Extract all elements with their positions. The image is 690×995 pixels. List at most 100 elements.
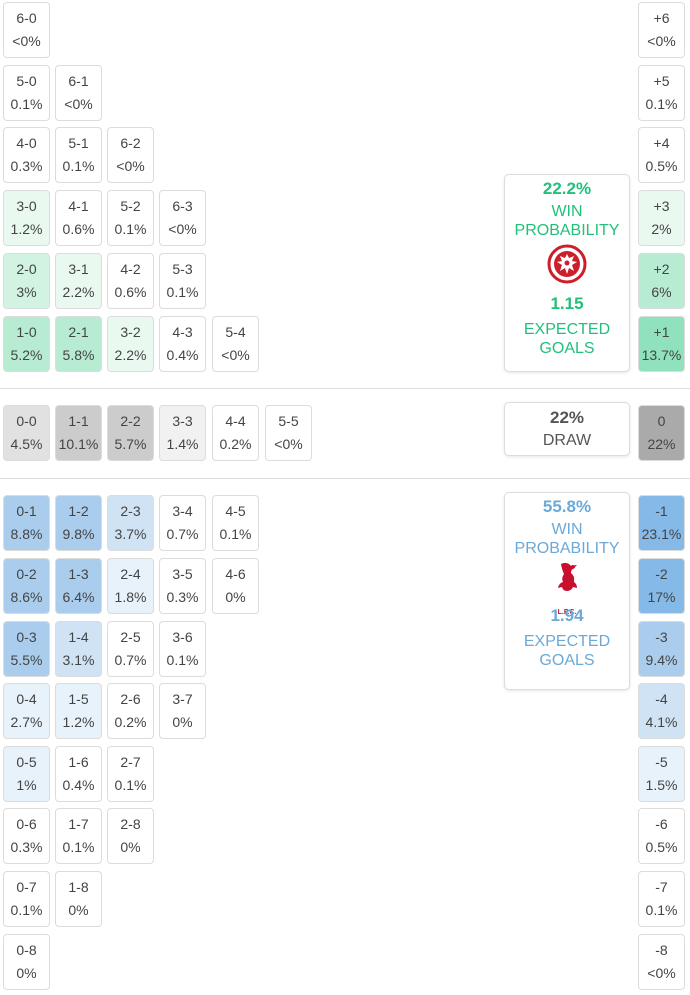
score-label: -8 (655, 942, 668, 958)
home-score-cell: 2-0 3% (3, 253, 50, 309)
away-score-cell: 3-7 0% (159, 683, 206, 739)
score-label: 0-5 (16, 754, 37, 770)
home-score-cell: 5-0 0.1% (3, 65, 50, 121)
score-label: 3-0 (16, 198, 37, 214)
away-expected-goals: 1.94 (550, 606, 584, 625)
away-score-cell: 1-6 0.4% (55, 746, 102, 802)
score-probability: 5.7% (114, 436, 147, 452)
score-probability: 0.1% (10, 96, 43, 112)
score-probability: 4.1% (645, 714, 678, 730)
score-probability: 1.4% (166, 436, 199, 452)
goal-margin-cell: -3 9.4% (638, 621, 685, 677)
goal-margin-cell: -8 <0% (638, 934, 685, 990)
away-win-label-1: WIN (551, 521, 583, 538)
away-score-cell: 1-2 9.8% (55, 495, 102, 551)
away-score-cell: 0-2 8.6% (3, 558, 50, 614)
away-score-cell: 1-3 6.4% (55, 558, 102, 614)
draw-card: 22% DRAW (504, 402, 630, 456)
score-label: 3-2 (120, 324, 141, 340)
score-probability: 5.5% (10, 652, 43, 668)
score-probability: 0.1% (114, 221, 147, 237)
home-score-cell: 6-2 <0% (107, 127, 154, 183)
score-label: 2-6 (120, 691, 141, 707)
score-label: 2-2 (120, 413, 141, 429)
score-label: 5-2 (120, 198, 141, 214)
score-probability: 22% (647, 436, 676, 452)
score-label: 0-0 (16, 413, 37, 429)
home-win-label-2: PROBABILITY (514, 222, 620, 239)
score-label: 4-2 (120, 261, 141, 277)
score-label: -3 (655, 629, 668, 645)
home-score-cell: 4-2 0.6% (107, 253, 154, 309)
away-score-cell: 0-7 0.1% (3, 871, 50, 927)
score-probability: 5.2% (10, 347, 43, 363)
score-probability: 0% (172, 714, 193, 730)
away-score-cell: 1-5 1.2% (55, 683, 102, 739)
away-win-label-2: PROBABILITY (514, 540, 620, 557)
score-probability: <0% (12, 33, 41, 49)
score-label: 5-4 (225, 324, 246, 340)
score-label: 4-0 (16, 135, 37, 151)
score-label: 3-1 (68, 261, 89, 277)
draw-score-cell: 1-1 10.1% (55, 405, 102, 461)
score-label: +2 (653, 261, 670, 277)
liverpool-crest-text: L.F.C. (557, 609, 577, 616)
goal-margin-cell: +1 13.7% (638, 316, 685, 372)
score-label: 6-0 (16, 10, 37, 26)
score-probability: 0.2% (219, 436, 252, 452)
goal-margin-cell: -5 1.5% (638, 746, 685, 802)
score-probability: 0% (16, 965, 37, 981)
score-probability: 0.1% (219, 526, 252, 542)
away-score-cell: 2-8 0% (107, 808, 154, 864)
away-score-cell: 2-5 0.7% (107, 621, 154, 677)
home-score-cell: 2-1 5.8% (55, 316, 102, 372)
away-score-cell: 3-4 0.7% (159, 495, 206, 551)
score-probability: 8.8% (10, 526, 43, 542)
goal-margin-cell: 0 22% (638, 405, 685, 461)
home-win-label-1: WIN (551, 203, 583, 220)
goal-margin-cell: -4 4.1% (638, 683, 685, 739)
score-probability: 4.5% (10, 436, 43, 452)
score-label: 1-4 (68, 629, 89, 645)
score-label: -6 (655, 816, 668, 832)
away-score-cell: 0-3 5.5% (3, 621, 50, 677)
score-probability: 0% (225, 589, 246, 605)
score-label: 4-4 (225, 413, 246, 429)
away-xg-label-2: GOALS (539, 652, 595, 669)
score-probability: <0% (221, 347, 250, 363)
score-probability: 2.2% (114, 347, 147, 363)
goal-margin-cell: +2 6% (638, 253, 685, 309)
score-probability: 13.7% (641, 347, 682, 363)
eintracht-frankfurt-crest-icon (547, 244, 587, 284)
home-score-cell: 3-2 2.2% (107, 316, 154, 372)
home-draw-divider (0, 388, 690, 389)
score-label: 1-7 (68, 816, 89, 832)
away-score-cell: 3-6 0.1% (159, 621, 206, 677)
home-score-cell: 4-3 0.4% (159, 316, 206, 372)
away-score-cell: 0-8 0% (3, 934, 50, 990)
goal-margin-cell: +4 0.5% (638, 127, 685, 183)
away-score-cell: 1-7 0.1% (55, 808, 102, 864)
home-score-cell: 5-2 0.1% (107, 190, 154, 246)
score-label: 1-5 (68, 691, 89, 707)
score-probability: 0.3% (10, 839, 43, 855)
score-probability: 3.1% (62, 652, 95, 668)
home-score-cell: 6-1 <0% (55, 65, 102, 121)
score-label: 0-2 (16, 566, 37, 582)
score-probability: 1.8% (114, 589, 147, 605)
score-label: 5-0 (16, 73, 37, 89)
score-probability: 23.1% (641, 526, 682, 542)
score-label: 1-8 (68, 879, 89, 895)
score-probability: 1.2% (10, 221, 43, 237)
goal-margin-cell: -7 0.1% (638, 871, 685, 927)
score-label: 0 (657, 413, 666, 429)
score-label: 6-1 (68, 73, 89, 89)
score-probability: 0.3% (10, 158, 43, 174)
score-label: 5-5 (278, 413, 299, 429)
score-label: 0-8 (16, 942, 37, 958)
score-probability: <0% (647, 965, 676, 981)
score-label: +5 (653, 73, 670, 89)
score-probability: 0.5% (645, 158, 678, 174)
score-probability: <0% (64, 96, 93, 112)
score-label: 0-7 (16, 879, 37, 895)
